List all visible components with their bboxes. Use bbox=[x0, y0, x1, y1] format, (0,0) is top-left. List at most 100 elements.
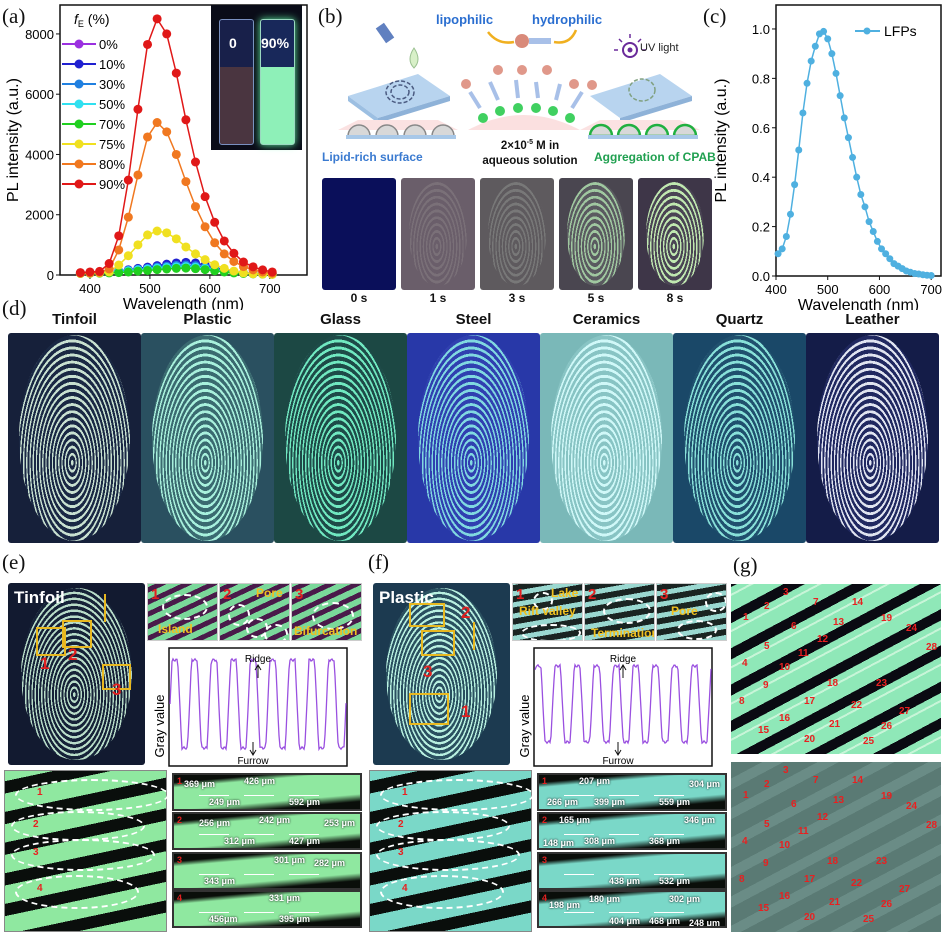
distance-measurement: 438 μm bbox=[609, 876, 641, 886]
y-tick-label: 0.4 bbox=[752, 170, 770, 185]
data-point bbox=[171, 234, 181, 244]
dashed-ellipse bbox=[705, 592, 726, 612]
measure-bar bbox=[654, 912, 684, 913]
distance-measurement: 399 μm bbox=[594, 797, 626, 807]
data-point bbox=[162, 127, 172, 137]
legend-marker bbox=[74, 159, 84, 169]
dashed-ellipse bbox=[380, 779, 534, 811]
data-point bbox=[143, 230, 153, 240]
data-point bbox=[171, 263, 181, 273]
dashed-ellipse bbox=[228, 604, 250, 626]
measure-bar bbox=[564, 874, 594, 875]
vial-inset-photo: 0 90% bbox=[211, 5, 302, 150]
ridge-number: 1 bbox=[402, 787, 408, 798]
distance-measurement: 148 μm bbox=[543, 838, 575, 848]
data-point bbox=[95, 266, 105, 276]
legend-title-unit: (%) bbox=[84, 11, 110, 27]
data-point bbox=[162, 29, 172, 39]
time-label: 1 s bbox=[429, 291, 447, 305]
data-point bbox=[123, 267, 133, 277]
region-box bbox=[409, 603, 445, 627]
legend-marker bbox=[74, 179, 84, 189]
minutia-label: Termination bbox=[591, 626, 655, 640]
legend-title-f: f bbox=[74, 11, 80, 27]
minutia-label: Pore bbox=[671, 604, 698, 618]
data-point bbox=[873, 237, 881, 245]
distance-measurement: 404 μm bbox=[609, 916, 641, 926]
data-point bbox=[836, 92, 844, 100]
time-label: 0 s bbox=[350, 291, 368, 305]
fingerprint-ridges bbox=[330, 182, 388, 286]
chart-a-pl-vs-fe: 400 500 600 700 0 2000 4000 6000 8000 Wavelength … bbox=[5, 4, 308, 310]
distance-measurement: 427 μm bbox=[289, 836, 321, 846]
y-tick-label: 8000 bbox=[25, 27, 54, 42]
data-point bbox=[786, 210, 794, 218]
distance-measurement: 242 μm bbox=[259, 815, 291, 825]
data-point bbox=[181, 242, 191, 252]
data-point bbox=[133, 240, 143, 250]
scale-bar bbox=[473, 622, 475, 650]
pore-number: 25 bbox=[863, 914, 875, 925]
pore-number: 1 bbox=[743, 790, 749, 801]
surface-photo-leather bbox=[806, 333, 939, 543]
data-point bbox=[248, 262, 258, 272]
data-point bbox=[143, 39, 153, 49]
pore-number: 27 bbox=[899, 706, 911, 717]
pore-number: 6 bbox=[791, 621, 797, 632]
data-point bbox=[820, 27, 828, 35]
data-point bbox=[219, 236, 229, 246]
y-tick-label: 0.2 bbox=[752, 220, 770, 235]
panel-label-d: (d) bbox=[2, 296, 27, 320]
measure-bar bbox=[289, 874, 319, 875]
distance-measurement: 256 μm bbox=[199, 818, 231, 828]
region-box bbox=[421, 630, 455, 656]
distance-measurement: 301 μm bbox=[274, 855, 306, 865]
fingerprint-ridges bbox=[19, 335, 130, 541]
x-tick-label: 500 bbox=[139, 281, 161, 296]
lipid-rich-caption: Lipid-rich surface bbox=[322, 150, 423, 164]
data-point bbox=[791, 181, 799, 189]
data-point bbox=[782, 232, 790, 240]
dashed-ellipse bbox=[677, 620, 717, 640]
concentration-unit: M in bbox=[532, 139, 560, 152]
measure-bar bbox=[289, 912, 319, 913]
surface-photo-plastic bbox=[141, 333, 274, 543]
y-tick-label: 0.0 bbox=[752, 269, 770, 284]
pore-number: 2 bbox=[764, 779, 770, 790]
surface-title: Plastic bbox=[183, 311, 232, 328]
x-tick-label: 600 bbox=[199, 281, 221, 296]
ridge-label: Ridge bbox=[245, 654, 272, 665]
measure-bar bbox=[244, 795, 274, 796]
dashed-ellipse bbox=[11, 839, 155, 871]
scale-bar bbox=[104, 594, 106, 622]
pore-number: 9 bbox=[763, 680, 769, 691]
data-point bbox=[861, 203, 869, 211]
measure-bar bbox=[564, 834, 594, 835]
pore-number: 16 bbox=[779, 891, 791, 902]
fingerprint-ridges bbox=[409, 182, 467, 286]
strip-number: 2 bbox=[177, 815, 183, 825]
pore-number: 22 bbox=[851, 700, 863, 711]
data-point bbox=[886, 255, 894, 263]
fingerprint-slide-right bbox=[580, 74, 700, 139]
minutia-inset-1: 1 Island bbox=[147, 583, 218, 641]
x-tick-label: 600 bbox=[869, 282, 891, 297]
data-point bbox=[857, 190, 865, 198]
concentration-solvent: aqueous solution bbox=[482, 154, 578, 167]
measure-bar bbox=[654, 795, 684, 796]
data-point bbox=[200, 192, 210, 202]
data-point bbox=[200, 255, 210, 265]
region-number: 2 bbox=[461, 603, 471, 622]
pore-number: 20 bbox=[804, 734, 816, 745]
panel-label-g: (g) bbox=[733, 553, 758, 577]
pore-number: 1 bbox=[743, 612, 749, 623]
data-point bbox=[849, 153, 857, 161]
pore-number: 12 bbox=[817, 812, 829, 823]
region-box bbox=[409, 693, 449, 725]
region-number: 1 bbox=[461, 702, 471, 721]
data-point bbox=[133, 104, 143, 114]
surface-photo-glass bbox=[274, 333, 407, 543]
distance-measurement: 248 μm bbox=[689, 918, 721, 928]
panel-label-a: (a) bbox=[2, 4, 26, 28]
data-point bbox=[832, 69, 840, 77]
